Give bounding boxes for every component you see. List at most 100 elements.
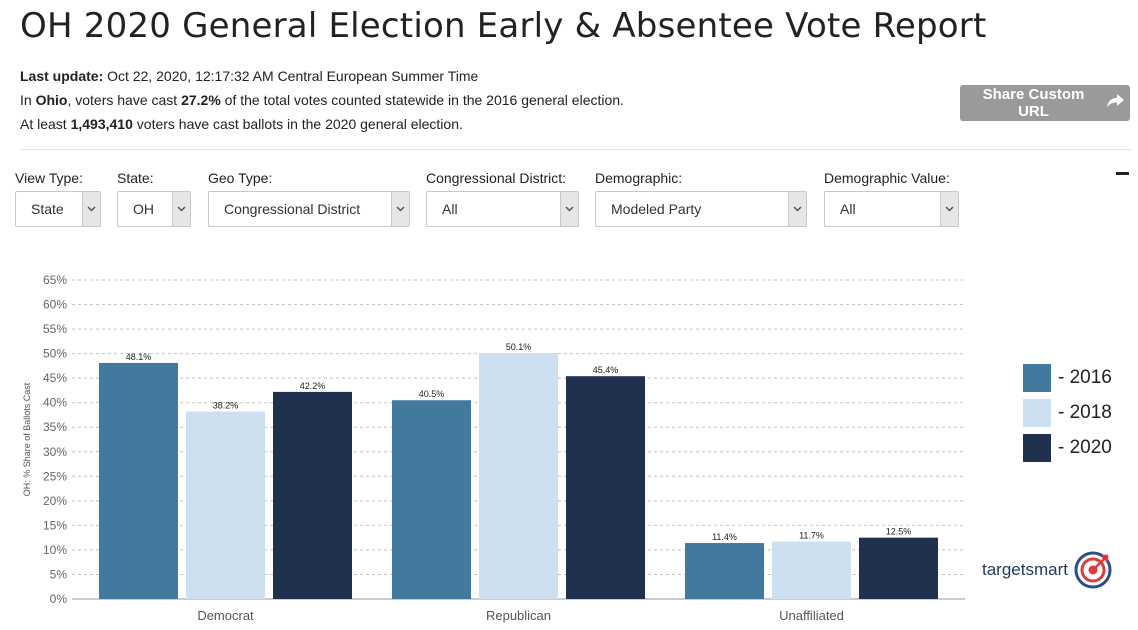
filter-label-view-type: View Type: [15, 170, 83, 186]
chevron-down-icon[interactable] [82, 192, 100, 226]
last-update-label: Last update: [20, 68, 104, 84]
bar-value-label: 45.4% [593, 365, 619, 375]
last-update-line: Last update: Oct 22, 2020, 12:17:32 AM C… [20, 64, 624, 88]
bar-value-label: 42.2% [300, 381, 326, 391]
filter-label-congressional-district: Congressional District: [426, 170, 567, 186]
y-tick-label: 55% [43, 322, 67, 336]
x-category-label: Unaffiliated [779, 608, 844, 623]
congressional-district-value: All [442, 201, 458, 217]
filter-view-type: View Type: State [15, 169, 101, 227]
brand-name: targetsmart [982, 560, 1068, 579]
y-tick-label: 0% [50, 592, 68, 606]
legend-swatch-2016 [1023, 364, 1051, 392]
legend-label-2020: - 2020 [1058, 437, 1112, 458]
bar-democrat-1 [186, 411, 265, 599]
filter-state: State: OH [117, 169, 191, 227]
turnout-share-prefix: In [20, 92, 32, 108]
legend-label-2018: - 2018 [1058, 402, 1112, 423]
congressional-district-select[interactable]: All [426, 191, 579, 227]
y-tick-label: 25% [43, 469, 67, 483]
chevron-down-icon[interactable] [172, 192, 190, 226]
legend-label-2016: - 2016 [1058, 367, 1112, 388]
filter-congressional-district: Congressional District: All [426, 169, 579, 227]
y-tick-label: 30% [43, 445, 67, 459]
demographic-select[interactable]: Modeled Party [595, 191, 807, 227]
bar-value-label: 48.1% [126, 352, 152, 362]
chevron-down-icon[interactable] [788, 192, 806, 226]
bar-unaffiliated-0 [685, 543, 764, 599]
chevron-down-icon[interactable] [940, 192, 958, 226]
filter-label-demographic-value: Demographic Value: [824, 170, 950, 186]
bar-value-label: 11.4% [712, 532, 737, 542]
bar-republican-2 [566, 376, 645, 599]
demographic-value: Modeled Party [611, 201, 702, 217]
filter-demographic-value: Demographic Value: All [824, 169, 959, 227]
bar-democrat-2 [273, 391, 352, 599]
ballot-count-line: At least 1,493,410 voters have cast ball… [20, 112, 624, 136]
bar-value-label: 38.2% [213, 401, 239, 411]
bar-democrat-0 [99, 362, 178, 599]
filter-demographic: Demographic: Modeled Party [595, 169, 807, 227]
header-divider [20, 149, 1131, 150]
ballot-count-prefix: At least [20, 116, 67, 132]
chevron-down-icon[interactable] [391, 192, 409, 226]
demographic-value-select[interactable]: All [824, 191, 959, 227]
bar-republican-0 [392, 400, 471, 599]
bar-value-label: 11.7% [799, 531, 824, 541]
bar-republican-1 [479, 353, 558, 599]
state-select[interactable]: OH [117, 191, 191, 227]
legend-item-2020: - 2020 [1023, 434, 1112, 462]
y-tick-label: 50% [43, 347, 67, 361]
bar-unaffiliated-2 [859, 537, 938, 599]
y-axis-label: OH: % Share of Ballots Cast [22, 382, 32, 496]
turnout-share-line: In Ohio, voters have cast 27.2% of the t… [20, 88, 624, 112]
y-tick-label: 65% [43, 273, 67, 287]
last-update-value: Oct 22, 2020, 12:17:32 AM Central Europe… [107, 68, 479, 84]
y-tick-label: 10% [43, 543, 67, 557]
filter-geo-type: Geo Type: Congressional District [208, 169, 410, 227]
geo-type-value: Congressional District [224, 201, 361, 217]
collapse-icon[interactable] [1116, 172, 1129, 175]
chevron-down-icon[interactable] [560, 192, 578, 226]
y-tick-label: 45% [43, 371, 67, 385]
filter-label-geo-type: Geo Type: [208, 170, 273, 186]
page-title: OH 2020 General Election Early & Absente… [20, 6, 987, 46]
ballot-count-suffix: voters have cast ballots in the 2020 gen… [136, 116, 463, 132]
report-summary: Last update: Oct 22, 2020, 12:17:32 AM C… [20, 64, 624, 136]
y-tick-label: 35% [43, 420, 67, 434]
targetsmart-brand: targetsmart [982, 551, 1112, 589]
share-custom-url-button[interactable]: Share Custom URL [960, 85, 1130, 121]
turnout-share-suffix: of the total votes counted statewide in … [224, 92, 624, 108]
share-arrow-icon [1106, 94, 1124, 112]
demographic-value-value: All [840, 201, 856, 217]
bar-value-label: 40.5% [419, 389, 445, 399]
filter-label-demographic: Demographic: [595, 170, 683, 186]
x-category-label: Republican [486, 608, 551, 623]
legend-item-2016: - 2016 [1023, 364, 1112, 392]
target-logo-icon [1074, 551, 1112, 589]
y-tick-label: 20% [43, 494, 67, 508]
turnout-share-mid: , voters have cast [67, 92, 178, 108]
bar-unaffiliated-1 [772, 541, 851, 599]
y-tick-label: 15% [43, 518, 67, 532]
legend-item-2018: - 2018 [1023, 399, 1112, 427]
y-tick-label: 60% [43, 298, 67, 312]
y-tick-label: 5% [50, 567, 68, 581]
x-category-label: Democrat [197, 608, 254, 623]
legend-swatch-2018 [1023, 399, 1051, 427]
ballot-count: 1,493,410 [70, 116, 133, 132]
state-value: OH [133, 201, 154, 217]
geo-type-select[interactable]: Congressional District [208, 191, 410, 227]
legend-swatch-2020 [1023, 434, 1051, 462]
view-type-value: State [31, 201, 64, 217]
bar-value-label: 12.5% [886, 527, 912, 537]
state-name: Ohio [35, 92, 68, 108]
bar-value-label: 50.1% [506, 342, 532, 352]
share-custom-url-label: Share Custom URL [982, 86, 1085, 120]
ballot-share-bar-chart: 0% 5% 10% 15% 20% 25% 30% 35% 40% 45% 50% 55% 60% 65%… [22, 273, 965, 623]
turnout-share-percent: 27.2% [181, 92, 221, 108]
chart-legend: - 2016 - 2018 - 2020 [1023, 364, 1112, 469]
y-tick-label: 40% [43, 396, 67, 410]
filter-label-state: State: [117, 170, 154, 186]
view-type-select[interactable]: State [15, 191, 101, 227]
